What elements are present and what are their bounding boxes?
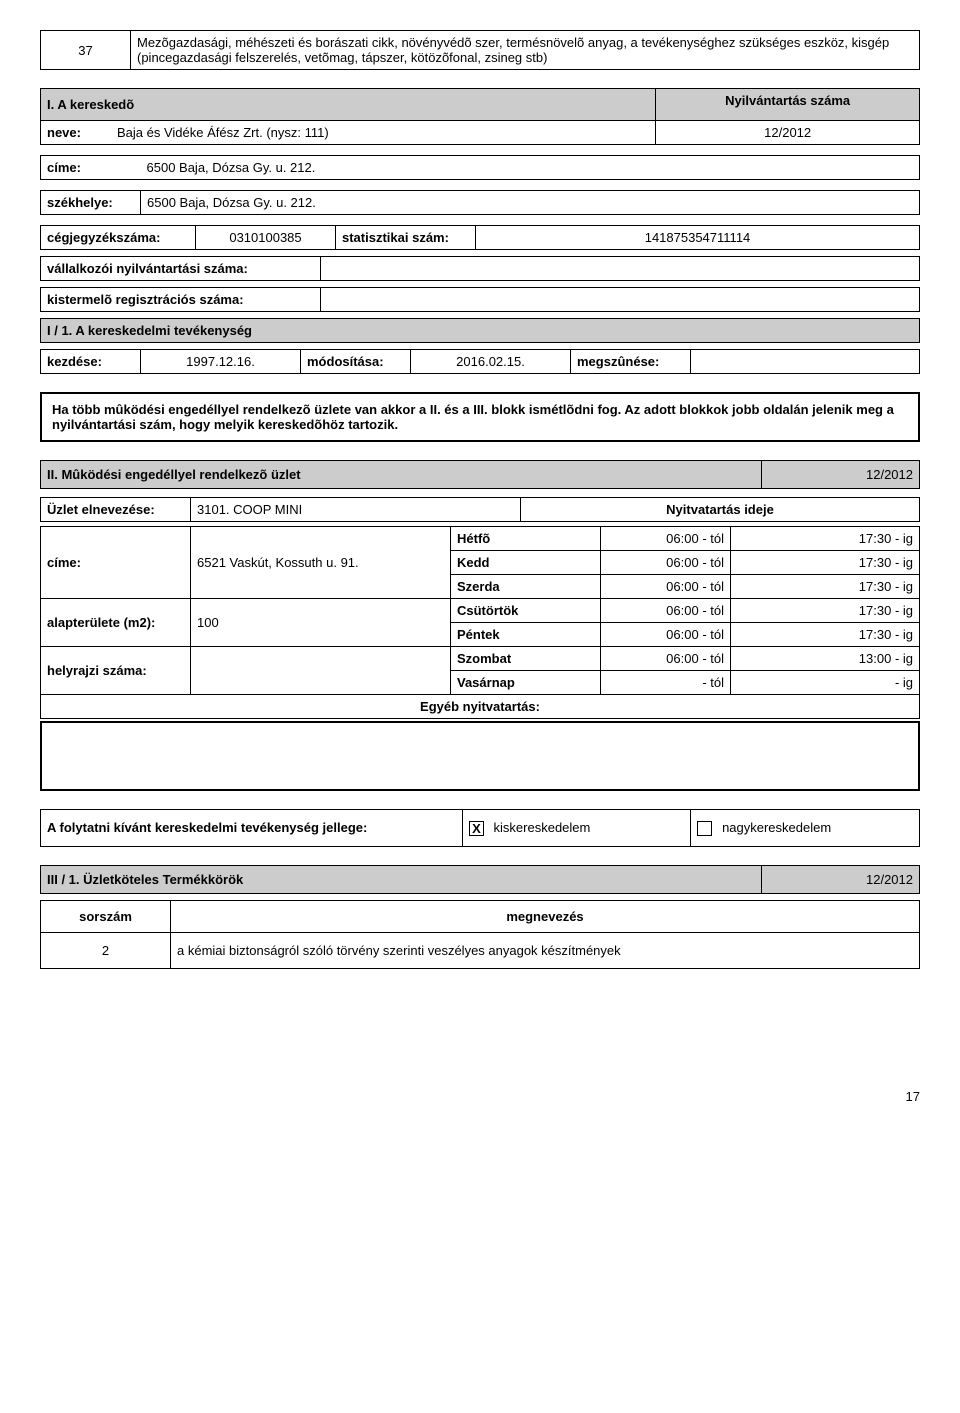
to-0: 17:30 - ig bbox=[731, 527, 920, 551]
egyeb-label: Egyéb nyitvatartás: bbox=[41, 695, 920, 719]
helyrajzi-label: helyrajzi száma: bbox=[41, 647, 191, 695]
from-6: - tól bbox=[601, 671, 731, 695]
cime-value: 6500 Baja, Dózsa Gy. u. 212. bbox=[141, 156, 920, 180]
nagy-label: nagykereskedelem bbox=[722, 820, 831, 835]
vallalkozoi-table: vállalkozói nyilvántartási száma: bbox=[40, 256, 920, 281]
day-5: Szombat bbox=[451, 647, 601, 671]
cegjegyzek-value: 0310100385 bbox=[196, 226, 336, 250]
to-5: 13:00 - ig bbox=[731, 647, 920, 671]
to-1: 17:30 - ig bbox=[731, 551, 920, 575]
top-category-table: 37 Mezõgazdasági, méhészeti és borászati… bbox=[40, 30, 920, 70]
cegjegyzek-table: cégjegyzékszáma: 0310100385 statisztikai… bbox=[40, 225, 920, 250]
day-3: Csütörtök bbox=[451, 599, 601, 623]
section-i-reg-value: 12/2012 bbox=[656, 121, 920, 145]
note-text: Ha több mûködési engedéllyel rendelkezõ … bbox=[52, 402, 894, 432]
cime2-label: címe: bbox=[41, 527, 191, 599]
continue-label: A folytatni kívánt kereskedelmi tevékeny… bbox=[41, 810, 463, 847]
megszunese-value bbox=[691, 350, 920, 374]
from-3: 06:00 - tól bbox=[601, 599, 731, 623]
page-number: 17 bbox=[40, 1089, 920, 1104]
uzlet-row: Üzlet elnevezése: 3101. COOP MINI Nyitva… bbox=[40, 497, 920, 522]
details-hours-table: címe: 6521 Vaskút, Kossuth u. 91. Hétfõ … bbox=[40, 526, 920, 719]
top-text: Mezõgazdasági, méhészeti és borászati ci… bbox=[131, 31, 920, 70]
section-i1-title-table: I / 1. A kereskedelmi tevékenység bbox=[40, 318, 920, 343]
cegjegyzek-label: cégjegyzékszáma: bbox=[41, 226, 196, 250]
sorszam-label: sorszám bbox=[41, 901, 171, 933]
alap-label: alapterülete (m2): bbox=[41, 599, 191, 647]
row-num: 2 bbox=[41, 933, 171, 969]
megnevezes-label: megnevezés bbox=[171, 901, 920, 933]
szekhelye-label: székhelye: bbox=[41, 191, 141, 215]
from-2: 06:00 - tól bbox=[601, 575, 731, 599]
section-iii-table: sorszám megnevezés 2 a kémiai biztonságr… bbox=[40, 900, 920, 969]
vallalkozoi-label: vállalkozói nyilvántartási száma: bbox=[41, 257, 321, 281]
to-3: 17:30 - ig bbox=[731, 599, 920, 623]
szekhelye-table: székhelye: 6500 Baja, Dózsa Gy. u. 212. bbox=[40, 190, 920, 215]
egyeb-box bbox=[40, 721, 920, 791]
kezdese-label: kezdése: bbox=[41, 350, 141, 374]
to-6: - ig bbox=[731, 671, 920, 695]
from-0: 06:00 - tól bbox=[601, 527, 731, 551]
nagy-checkbox[interactable] bbox=[697, 821, 712, 836]
kis-label: kiskereskedelem bbox=[494, 820, 591, 835]
day-0: Hétfõ bbox=[451, 527, 601, 551]
section-ii-reg: 12/2012 bbox=[761, 461, 919, 489]
section-i1-dates: kezdése: 1997.12.16. módosítása: 2016.02… bbox=[40, 349, 920, 374]
kis-checkbox[interactable]: X bbox=[469, 821, 484, 836]
section-i-reg-header: Nyilvántartás száma bbox=[656, 89, 920, 121]
cime-table: címe: 6500 Baja, Dózsa Gy. u. 212. bbox=[40, 155, 920, 180]
section-iii-reg: 12/2012 bbox=[761, 866, 919, 894]
helyrajzi-value bbox=[191, 647, 451, 695]
modositasa-label: módosítása: bbox=[301, 350, 411, 374]
uzlet-value: 3101. COOP MINI bbox=[191, 498, 521, 522]
neve-value: Baja és Vidéke Áfész Zrt. (nysz: 111) bbox=[111, 121, 655, 144]
cime2-value: 6521 Vaskút, Kossuth u. 91. bbox=[191, 527, 451, 599]
day-1: Kedd bbox=[451, 551, 601, 575]
kezdese-value: 1997.12.16. bbox=[141, 350, 301, 374]
top-code: 37 bbox=[41, 31, 131, 70]
stat-value: 141875354711114 bbox=[476, 226, 920, 250]
kistermelo-value bbox=[321, 288, 920, 312]
section-iii-title: III / 1. Üzletköteles Termékkörök bbox=[41, 866, 762, 894]
note-box: Ha több mûködési engedéllyel rendelkezõ … bbox=[40, 392, 920, 442]
row-text: a kémiai biztonságról szóló törvény szer… bbox=[171, 933, 920, 969]
section-i1-title: I / 1. A kereskedelmi tevékenység bbox=[41, 319, 920, 343]
neve-label: neve: bbox=[41, 121, 111, 144]
alap-value: 100 bbox=[191, 599, 451, 647]
cime-label: címe: bbox=[41, 156, 141, 180]
szekhelye-value: 6500 Baja, Dózsa Gy. u. 212. bbox=[141, 191, 920, 215]
continue-table: A folytatni kívánt kereskedelmi tevékeny… bbox=[40, 809, 920, 847]
kistermelo-label: kistermelõ regisztrációs száma: bbox=[41, 288, 321, 312]
section-iii-header: III / 1. Üzletköteles Termékkörök 12/201… bbox=[40, 865, 920, 894]
section-i-title: I. A kereskedõ bbox=[41, 89, 656, 121]
uzlet-label: Üzlet elnevezése: bbox=[41, 498, 191, 522]
stat-label: statisztikai szám: bbox=[336, 226, 476, 250]
nyitva-label: Nyitvatartás ideje bbox=[521, 498, 920, 522]
from-5: 06:00 - tól bbox=[601, 647, 731, 671]
day-2: Szerda bbox=[451, 575, 601, 599]
section-ii-header: II. Mûködési engedéllyel rendelkezõ üzle… bbox=[40, 460, 920, 489]
day-4: Péntek bbox=[451, 623, 601, 647]
to-4: 17:30 - ig bbox=[731, 623, 920, 647]
from-1: 06:00 - tól bbox=[601, 551, 731, 575]
vallalkozoi-value bbox=[321, 257, 920, 281]
kistermelo-table: kistermelõ regisztrációs száma: bbox=[40, 287, 920, 312]
day-6: Vasárnap bbox=[451, 671, 601, 695]
section-ii-title: II. Mûködési engedéllyel rendelkezõ üzle… bbox=[41, 461, 762, 489]
modositasa-value: 2016.02.15. bbox=[411, 350, 571, 374]
section-i-header: I. A kereskedõ Nyilvántartás száma neve:… bbox=[40, 88, 920, 145]
to-2: 17:30 - ig bbox=[731, 575, 920, 599]
megszunese-label: megszûnése: bbox=[571, 350, 691, 374]
from-4: 06:00 - tól bbox=[601, 623, 731, 647]
